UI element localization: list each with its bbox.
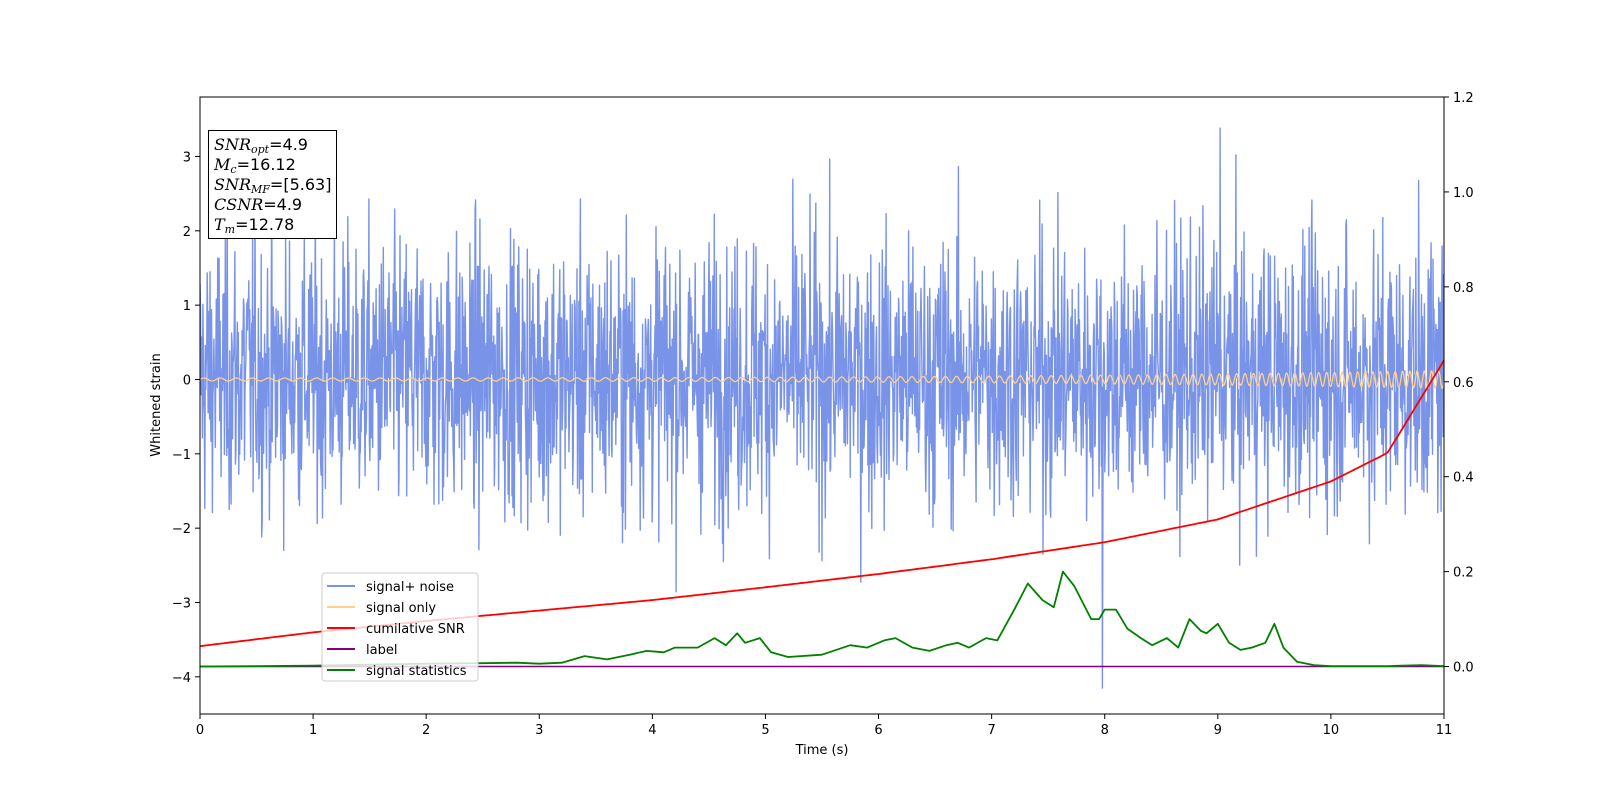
info-tm: Tm=12.78 — [214, 215, 295, 236]
legend-label: cumilative SNR — [366, 622, 465, 637]
legend-label: signal only — [366, 601, 436, 616]
y2-tick-label: 0.0 — [1453, 661, 1474, 676]
y-tick-label: 3 — [183, 150, 191, 165]
x-tick-label: 2 — [422, 723, 430, 738]
x-tick-label: 10 — [1323, 723, 1340, 738]
x-tick-label: 0 — [196, 723, 204, 738]
y-tick-label: 0 — [183, 373, 191, 388]
y-axis-left: −4 −3 −2 −1 0 1 2 3 — [172, 150, 200, 686]
y-tick-label: 1 — [183, 299, 191, 314]
y-tick-label: −4 — [172, 671, 191, 686]
x-tick-label: 11 — [1436, 723, 1453, 738]
x-tick-label: 3 — [535, 723, 543, 738]
series-signal-only — [200, 370, 1444, 389]
info-box: SNRopt=4.9 Mc=16.12 SNRMF=[5.63] CSNR=4.… — [208, 130, 338, 239]
y-axis-right: 0.0 0.2 0.4 0.6 0.8 1.0 1.2 — [1444, 91, 1474, 676]
x-tick-label: 1 — [309, 723, 317, 738]
y2-tick-label: 0.2 — [1453, 566, 1474, 581]
y-tick-label: −3 — [172, 596, 191, 611]
legend-label: label — [366, 643, 397, 658]
legend-label: signal+ noise — [366, 580, 454, 595]
y2-tick-label: 0.8 — [1453, 281, 1474, 296]
y2-tick-label: 0.6 — [1453, 376, 1474, 391]
x-axis: 0 1 2 3 4 5 6 7 8 9 10 11 — [196, 714, 1452, 738]
y2-tick-label: 1.2 — [1453, 91, 1474, 106]
y-tick-label: −2 — [172, 522, 191, 537]
y-axis-label: Whitened strain — [149, 353, 164, 456]
x-tick-label: 8 — [1101, 723, 1109, 738]
legend-frame — [321, 572, 479, 682]
x-tick-label: 7 — [987, 723, 995, 738]
x-axis-label: Time (s) — [795, 743, 849, 758]
y-tick-label: −1 — [172, 448, 191, 463]
y2-tick-label: 0.4 — [1453, 471, 1474, 486]
y-tick-label: 2 — [183, 225, 191, 240]
series-signal-noise — [200, 127, 1444, 689]
series-signal-statistics — [200, 570, 1444, 668]
x-tick-label: 9 — [1214, 723, 1222, 738]
x-tick-label: 4 — [648, 723, 656, 738]
info-chirp-mass: Mc=16.12 — [214, 155, 296, 176]
x-tick-label: 5 — [761, 723, 769, 738]
legend: signal+ noise signal only cumilative SNR la… — [321, 572, 479, 682]
info-snr-mf: SNRMF=[5.63] — [214, 175, 332, 196]
x-tick-label: 6 — [874, 723, 882, 738]
plot-frame — [199, 96, 1445, 715]
y2-tick-label: 1.0 — [1453, 186, 1474, 201]
info-csnr: CSNR=4.9 — [214, 195, 303, 214]
info-snr-opt: SNRopt=4.9 — [214, 135, 308, 156]
legend-label: signal statistics — [366, 664, 467, 679]
